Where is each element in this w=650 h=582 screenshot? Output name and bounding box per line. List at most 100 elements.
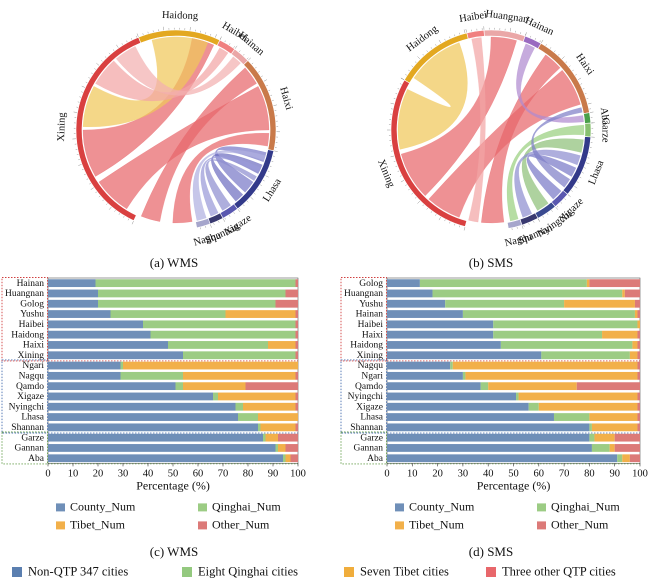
chord-tick — [588, 102, 592, 105]
chord-tick — [90, 187, 94, 190]
bar-segment — [48, 402, 236, 411]
bar-segment — [245, 382, 298, 391]
bar-segment — [609, 444, 615, 452]
chord-label: Haibei — [458, 10, 487, 25]
chord-tick — [584, 93, 587, 95]
chord-tick — [411, 65, 414, 67]
x-tick-label: 30 — [118, 468, 129, 479]
chord-tick — [397, 88, 400, 90]
bottom-legend-swatch — [344, 567, 354, 577]
chord-tick — [414, 61, 417, 63]
x-tick-label: 0 — [45, 468, 50, 479]
category-label: Golog — [359, 279, 383, 289]
category-label: Lhasa — [360, 413, 383, 423]
x-tick-label: 90 — [609, 468, 620, 479]
bar-segment — [295, 320, 298, 329]
bottom-legend-swatch — [12, 567, 22, 577]
chord-tick — [229, 215, 231, 217]
bar-segment — [629, 351, 638, 360]
chord-label: Xining — [375, 158, 397, 190]
group-box — [1, 359, 48, 434]
chord-tick — [246, 200, 249, 203]
bar-segment — [258, 423, 261, 432]
chord-tick — [267, 170, 270, 172]
x-tick-label: 90 — [268, 468, 279, 479]
bar-segment — [594, 433, 615, 442]
bar-segment — [538, 402, 638, 411]
bar-segment — [637, 341, 640, 349]
chord-tick — [572, 69, 574, 72]
bar-segment — [387, 382, 481, 391]
bar-chart-wms: HainanHuangnanGologYushuHaibeiHaidongHai… — [1, 277, 306, 532]
bar-segment — [290, 454, 298, 463]
chord-tick — [465, 29, 467, 33]
category-label: Xining — [18, 351, 45, 361]
chord-tick — [444, 38, 446, 41]
category-label: Nyingchi — [348, 392, 384, 402]
bar-segment — [493, 320, 638, 329]
chord-tick — [142, 33, 144, 36]
chord-tick — [449, 36, 451, 39]
chord-tick — [541, 39, 544, 44]
chord-tick — [390, 155, 394, 158]
bar-segment — [387, 371, 463, 380]
category-label: Yushu — [359, 299, 383, 309]
category-label: Haidong — [350, 341, 383, 351]
chord-tick — [266, 85, 268, 87]
chord-tick — [85, 81, 88, 83]
chord-tick — [270, 94, 273, 96]
chord-tick — [108, 52, 111, 55]
chord-tick — [96, 62, 100, 66]
x-tick-label: 0 — [384, 468, 389, 479]
chord-tick — [218, 220, 220, 223]
bar-segment — [263, 433, 266, 442]
legend-label: Tibet_Num — [409, 518, 465, 532]
chord-tick — [131, 220, 134, 225]
chord-tick — [73, 111, 78, 113]
bar-segment — [589, 423, 592, 432]
legend-swatch — [537, 521, 546, 530]
x-tick-label: 100 — [632, 468, 648, 479]
chord-tick — [213, 223, 215, 225]
bottom-legend: Non-QTP 347 cities Eight Qinghai cities Se… — [12, 564, 616, 578]
chord-tick — [411, 193, 414, 195]
bar-segment — [295, 392, 298, 401]
bar-segment — [452, 361, 638, 370]
bar-segment — [295, 310, 298, 318]
bar-segment — [295, 351, 298, 360]
bar-segment — [541, 351, 630, 360]
bar-segment — [387, 413, 554, 421]
chord-label: Xining — [56, 112, 68, 142]
chord-tick — [577, 181, 579, 183]
chord-tick — [400, 180, 405, 183]
chord-tick — [579, 177, 582, 179]
category-label: Nagqu — [358, 361, 384, 371]
chord-tick — [422, 204, 424, 207]
chord-tick — [229, 43, 231, 45]
chord-tick — [551, 210, 553, 212]
category-label: Gannan — [353, 444, 383, 454]
chord-tick — [580, 83, 583, 85]
bar-segment — [295, 330, 298, 339]
chord-arc-haibei — [466, 29, 485, 40]
bar-segment — [275, 299, 298, 308]
category-label: Garze — [21, 433, 44, 443]
chord-tick — [215, 34, 217, 38]
bar-segment — [576, 382, 640, 391]
chord-tick — [127, 218, 129, 221]
chord-tick — [239, 50, 241, 53]
chord-tick — [405, 184, 407, 186]
bar-segment — [387, 351, 542, 360]
legend-swatch — [56, 521, 65, 530]
chord-tick — [269, 165, 272, 167]
bar-segment — [150, 330, 296, 339]
x-tick-label: 100 — [290, 468, 306, 479]
x-axis-label: Percentage (%) — [477, 478, 551, 492]
chord-ribbon — [400, 36, 517, 197]
bar-segment — [637, 423, 640, 432]
chord-tick — [88, 77, 90, 79]
bar-segment — [589, 413, 638, 421]
chord-tick — [219, 36, 222, 40]
x-axis-label: Percentage (%) — [136, 478, 210, 492]
